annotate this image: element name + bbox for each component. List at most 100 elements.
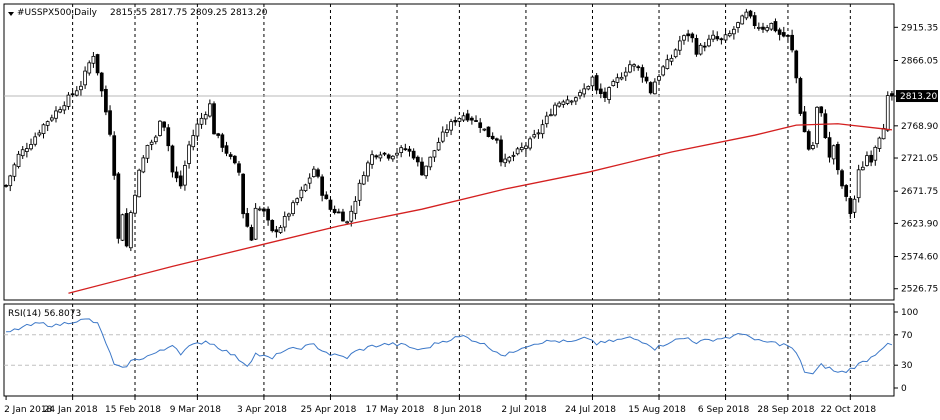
candle-body (424, 165, 428, 177)
rsi-panel-frame (3, 303, 895, 397)
candle-body (411, 150, 416, 159)
candle-body (856, 169, 861, 199)
candle-body (798, 78, 803, 114)
candle-body (395, 152, 399, 156)
candle-body (694, 38, 699, 55)
candle-body (428, 156, 433, 168)
price-tick-label: 2866.05 (901, 56, 938, 66)
candle-body (677, 40, 682, 51)
candle-body (257, 208, 262, 211)
candle-body (378, 154, 383, 159)
candle-body (158, 120, 162, 136)
candle-body (62, 105, 67, 111)
candle-body (623, 71, 628, 77)
candle-body (615, 77, 620, 83)
candle-body (890, 93, 894, 97)
candle-body (598, 88, 603, 95)
candle-body (141, 157, 146, 173)
candle-body (291, 202, 295, 215)
candle-body (536, 132, 541, 135)
candle-body (386, 154, 391, 159)
candle-body (137, 169, 142, 198)
candle-body (773, 21, 778, 32)
candle-body (607, 87, 611, 100)
candle-body (636, 66, 641, 69)
candle-body (644, 76, 649, 82)
chart-menu-icon[interactable] (8, 12, 14, 16)
candle-body (282, 216, 287, 228)
candle-body (844, 185, 849, 197)
candle-body (104, 88, 108, 113)
candle-body (332, 208, 337, 213)
candle-body (865, 155, 869, 166)
candle-body (224, 145, 229, 154)
candle-body (682, 35, 686, 41)
candle-body (802, 111, 807, 133)
candlestick-series (4, 8, 894, 252)
candle-body (603, 91, 607, 98)
candle-body (719, 38, 724, 41)
candle-body (540, 124, 545, 135)
candle-body (819, 106, 824, 114)
candle-body (274, 229, 279, 233)
candle-body (299, 189, 304, 199)
candle-body (648, 82, 653, 94)
candle-body (66, 94, 71, 107)
candle-body (848, 198, 853, 214)
candle-body (133, 194, 137, 214)
candle-body (470, 117, 474, 121)
candle-body (769, 22, 774, 30)
candle-body (711, 34, 715, 40)
candle-body (669, 57, 674, 62)
candle-body (573, 97, 578, 102)
candle-body (569, 100, 574, 103)
candle-body (632, 64, 636, 67)
candle-body (374, 155, 379, 158)
candle-body (727, 33, 732, 37)
rsi-tick-label: 70 (901, 331, 913, 341)
candle-body (619, 76, 624, 80)
candle-body (736, 22, 740, 28)
candle-body (690, 33, 695, 39)
time-tick-label: 28 Sep 2018 (757, 405, 814, 415)
time-tick-label: 25 Apr 2018 (301, 405, 357, 415)
candle-body (582, 88, 587, 95)
moving-average-line (68, 123, 892, 294)
candle-body (74, 90, 79, 96)
candle-body (490, 135, 495, 140)
candle-body (232, 155, 237, 164)
candle-body (515, 148, 520, 155)
candle-body (145, 145, 150, 159)
candle-body (852, 198, 857, 213)
candle-body (723, 34, 728, 41)
candle-body (628, 64, 632, 73)
candle-body (357, 182, 362, 201)
candle-body (432, 150, 437, 158)
candle-body (715, 36, 720, 40)
candle-body (4, 184, 8, 187)
candle-body (208, 103, 212, 117)
candle-body (806, 131, 811, 150)
vertical-gridlines (72, 4, 851, 396)
rsi-line (6, 318, 893, 375)
time-tick-label: 2 Jan 2018 (4, 405, 52, 415)
candle-body (399, 147, 404, 153)
rsi-tick-label: 30 (901, 361, 913, 371)
candle-body (756, 26, 761, 29)
candle-body (777, 29, 782, 35)
candle-body (661, 66, 666, 76)
candle-body (653, 81, 657, 95)
candle-body (732, 28, 736, 35)
candle-body (532, 134, 537, 138)
candle-body (187, 144, 191, 164)
candle-body (702, 45, 707, 48)
candle-body (253, 207, 258, 240)
candle-body (361, 175, 366, 185)
candle-body (91, 55, 96, 64)
candle-body (794, 50, 799, 79)
candle-body (195, 123, 200, 137)
candle-body (765, 27, 770, 31)
candle-body (316, 169, 320, 177)
candle-body (58, 109, 63, 113)
price-tag-box (896, 90, 938, 103)
